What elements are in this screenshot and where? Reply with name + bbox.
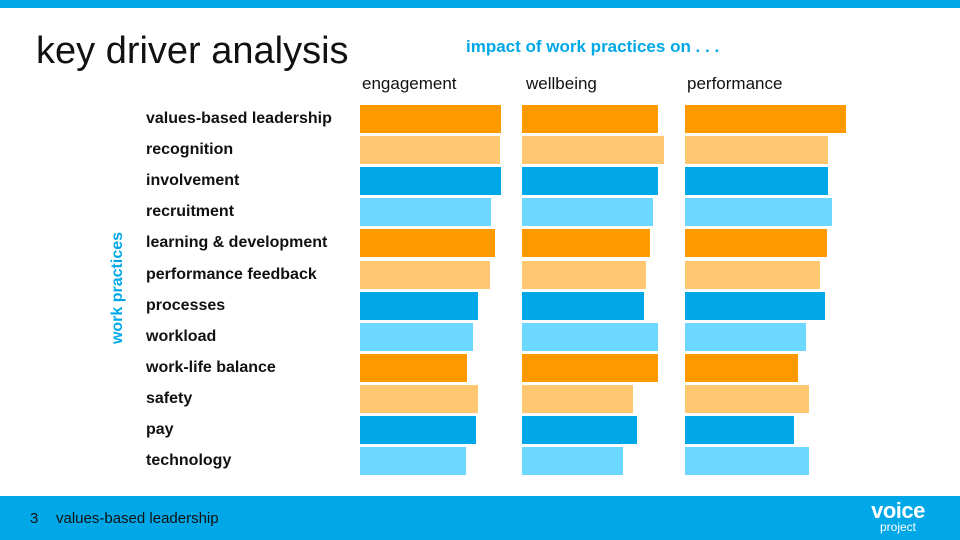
chart-title: impact of work practices on . . . [466, 37, 720, 56]
bar-engagement [360, 322, 473, 351]
bar-wellbeing [522, 229, 650, 258]
footer-section-label: values-based leadership [56, 510, 219, 527]
column-header-engagement: engagement [362, 74, 457, 93]
bar-performance [685, 416, 794, 444]
bar-wellbeing [522, 167, 658, 196]
row-label: workload [146, 327, 217, 345]
row-label: pay [146, 421, 174, 438]
bar-performance [685, 291, 825, 320]
logo-main-text: voice [871, 498, 925, 523]
bar-wellbeing [522, 260, 646, 289]
bar-engagement [360, 384, 478, 413]
bar-engagement [360, 447, 466, 476]
voice-project-logo: voice project [866, 500, 930, 536]
bar-wellbeing [522, 291, 644, 320]
row-label: values-based leadership [146, 110, 332, 127]
bar-performance [685, 384, 809, 413]
bar-performance [685, 105, 846, 133]
y-axis-label: work practices [109, 231, 126, 345]
bar-wellbeing [522, 447, 623, 476]
row-label: learning & development [146, 234, 328, 252]
top-accent-bar [0, 0, 960, 8]
footer-bar: 3 values-based leadership voice project [0, 496, 960, 540]
bar-performance [685, 198, 832, 227]
bar-engagement [360, 198, 491, 227]
column-header-performance: performance [687, 74, 783, 93]
bar-engagement [360, 353, 467, 382]
page-title: key driver analysis [36, 30, 349, 72]
bar-wellbeing [522, 198, 653, 227]
bar-performance [685, 322, 806, 351]
bar-performance [685, 260, 820, 289]
bar-wellbeing [522, 136, 664, 165]
bar-wellbeing [522, 105, 658, 133]
bar-engagement [360, 105, 501, 133]
bar-performance [685, 353, 798, 382]
row-label: processes [146, 296, 226, 314]
row-label: safety [146, 389, 193, 407]
row-label: recruitment [146, 203, 235, 221]
logo-sub-text: project [879, 520, 917, 534]
column-header-wellbeing: wellbeing [526, 74, 597, 93]
row-label: performance feedback [146, 265, 317, 283]
row-label: technology [146, 452, 232, 470]
bar-engagement [360, 136, 500, 165]
bar-performance [685, 447, 809, 476]
bar-wellbeing [522, 322, 658, 351]
bar-wellbeing [522, 353, 658, 382]
bar-engagement [360, 229, 495, 258]
bar-wellbeing [522, 384, 633, 413]
bar-performance [685, 136, 828, 165]
bar-engagement [360, 416, 476, 444]
row-label: involvement [146, 172, 240, 190]
bar-performance [685, 229, 827, 258]
bar-performance [685, 167, 828, 196]
bar-engagement [360, 167, 501, 196]
page-number: 3 [30, 510, 39, 527]
bar-engagement [360, 260, 490, 289]
bar-wellbeing [522, 416, 637, 444]
row-label: recognition [146, 141, 234, 159]
row-label: work-life balance [146, 358, 276, 376]
bar-engagement [360, 291, 478, 320]
